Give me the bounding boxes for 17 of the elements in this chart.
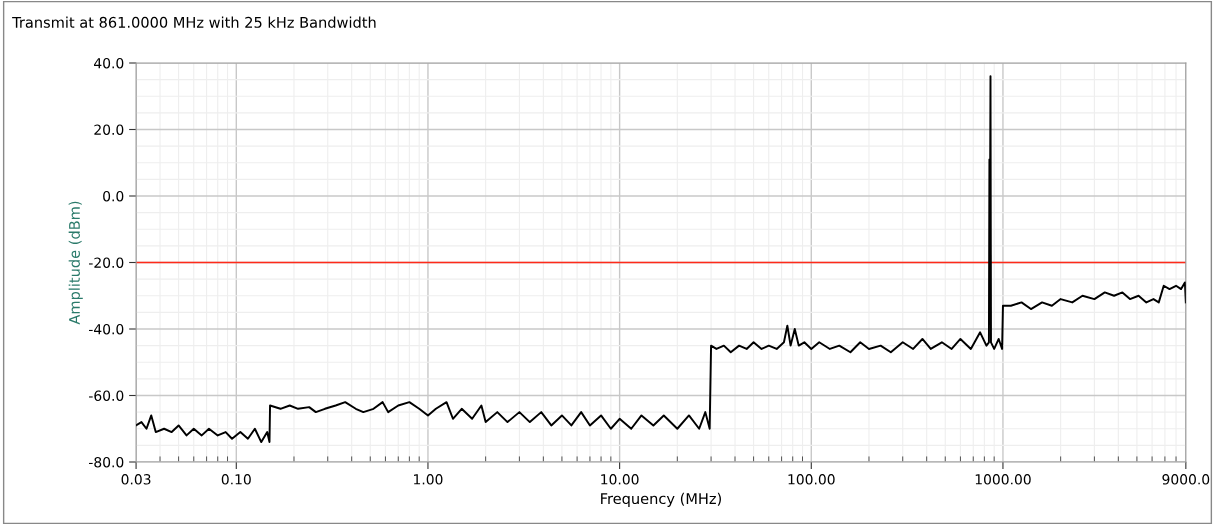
chart-title: Transmit at 861.0000 MHz with 25 kHz Bandwidth (12, 16, 376, 28)
y-tick-label: 20.0 (94, 124, 124, 135)
x-tick-label: 1000.00 (975, 474, 1031, 485)
x-tick-label: 100.00 (788, 474, 835, 485)
x-tick-label: 1.00 (414, 474, 443, 485)
y-tick-label: -40.0 (89, 323, 124, 335)
x-axis-title: Frequency (MHz) (601, 492, 721, 507)
y-tick-label: 0.0 (103, 190, 124, 202)
y-tick-label: -80.0 (89, 456, 124, 468)
x-tick-label: 10.00 (601, 474, 639, 485)
x-tick-label: 0.03 (121, 474, 151, 485)
y-tick-label: 40.0 (94, 57, 124, 69)
y-tick-label: -60.0 (89, 390, 124, 401)
x-tick-label: 9000.0 (1162, 474, 1210, 485)
y-axis-title: Amplitude (dBm) (68, 201, 83, 325)
y-tick-label: -20.0 (89, 257, 124, 268)
x-tick-label: 0.10 (221, 474, 251, 485)
